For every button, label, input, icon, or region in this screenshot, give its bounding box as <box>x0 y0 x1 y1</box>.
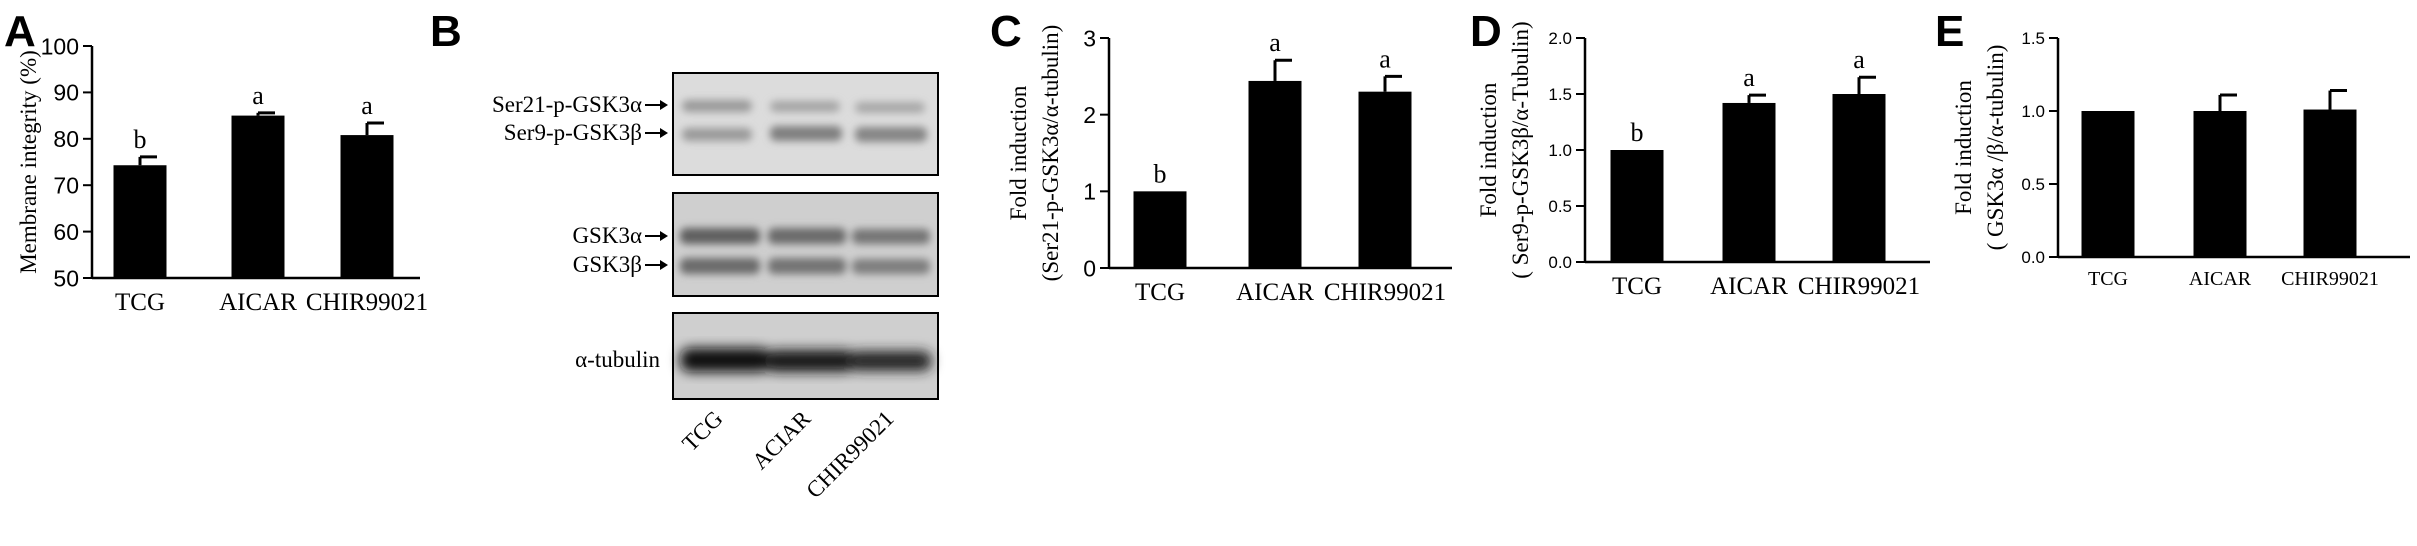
y-axis-label-line-c-1: (Ser21-p-GSK3α/α-tubulin) <box>1038 25 1063 282</box>
significance-label-c-2: a <box>1379 44 1391 73</box>
category-label-a-2: CHIR99021 <box>306 289 428 316</box>
category-label-c-2: CHIR99021 <box>1324 279 1446 306</box>
y-axis-label-line-a-0: Membrane integrity (%) <box>16 50 41 274</box>
blot-label-ser21: Ser21-p-GSK3α <box>492 92 668 117</box>
category-label-a-1: AICAR <box>219 289 297 316</box>
category-label-e-0: TCG <box>2088 268 2128 290</box>
y-tick-label-c-3: 3 <box>1083 25 1096 51</box>
panel-letter-d: D <box>1470 7 1502 56</box>
ser9-label: Ser9-p-GSK3β <box>504 120 642 145</box>
blot-label-gsk3a: GSK3α <box>572 223 668 248</box>
significance-label-a-0: b <box>134 125 147 154</box>
bar-a-2 <box>340 135 394 278</box>
y-axis-label-line-e-0: Fold induction <box>1951 80 1976 215</box>
bar-d-2 <box>1832 94 1886 262</box>
bar-e-2 <box>2303 109 2357 257</box>
gsk3b-label: GSK3β <box>573 252 642 277</box>
blot-label-ser9: Ser9-p-GSK3β <box>504 120 668 145</box>
category-label-e-1: AICAR <box>2189 268 2252 290</box>
y-axis-label-line-d-0: Fold induction <box>1476 82 1501 217</box>
lane-label-3: CHIR99021 <box>801 406 898 503</box>
bar-a-0 <box>113 165 167 278</box>
y-axis-label-e: Fold induction ( GSK3α /β/α-tubulin) <box>1951 45 2008 251</box>
y-axis-label-c: Fold induction (Ser21-p-GSK3α/α-tubulin) <box>1006 25 1063 282</box>
y-axis-label-line-c-0: Fold induction <box>1006 85 1031 220</box>
category-label-a-0: TCG <box>115 289 165 316</box>
y-axis-label-a: Membrane integrity (%) <box>16 50 41 274</box>
gsk3a-label: GSK3α <box>572 223 642 248</box>
chart-d: 0.0 0.5 1.0 1.5 2.0 Fold induction ( Ser9-p-GS… <box>1476 21 1930 300</box>
y-axis-label-line-d-1: ( Ser9-p-GSK3β/α-Tubulin) <box>1508 21 1533 278</box>
y-tick-label-a-4: 90 <box>53 80 79 106</box>
y-tick-label-e-0: 0.0 <box>2021 248 2045 267</box>
panel-letter-c: C <box>990 7 1022 56</box>
blot-tubulin <box>672 312 939 400</box>
significance-label-d-1: a <box>1743 63 1755 92</box>
panel-letter-e: E <box>1935 7 1964 56</box>
y-tick-label-d-2: 1.0 <box>1548 141 1572 160</box>
y-tick-label-e-3: 1.5 <box>2021 29 2045 48</box>
bar-e-1 <box>2193 111 2247 257</box>
y-tick-label-c-0: 0 <box>1083 255 1096 281</box>
y-axis-label-line-e-1: ( GSK3α /β/α-tubulin) <box>1983 45 2008 251</box>
y-tick-label-d-4: 2.0 <box>1548 29 1572 48</box>
blot-total <box>672 192 939 297</box>
category-label-d-1: AICAR <box>1710 273 1788 300</box>
y-tick-label-a-3: 80 <box>53 126 79 152</box>
y-tick-label-a-5: 100 <box>41 33 79 59</box>
bar-a-1 <box>231 115 285 278</box>
category-label-e-2: CHIR99021 <box>2281 268 2379 290</box>
tubulin-label: α-tubulin <box>575 347 660 372</box>
category-label-c-0: TCG <box>1135 279 1185 306</box>
category-label-d-0: TCG <box>1612 273 1662 300</box>
y-axis-label-d: Fold induction ( Ser9-p-GSK3β/α-Tubulin) <box>1476 21 1533 278</box>
category-label-c-1: AICAR <box>1236 279 1314 306</box>
y-tick-label-a-1: 60 <box>53 219 79 245</box>
chart-c: 0 1 2 3 Fold induction (Ser21-p-GSK3α/α-tubul… <box>1006 25 1452 306</box>
bar-e-0 <box>2081 111 2135 257</box>
bar-c-0 <box>1133 191 1187 268</box>
significance-label-a-1: a <box>252 81 264 110</box>
chart-e: 0.0 0.5 1.0 1.5 Fold induction ( GSK3α /β/α-t… <box>1951 29 2410 290</box>
y-tick-label-d-1: 0.5 <box>1548 197 1572 216</box>
bar-c-2 <box>1358 91 1412 269</box>
significance-label-d-2: a <box>1853 45 1865 74</box>
significance-label-c-1: a <box>1269 28 1281 57</box>
blot-phospho <box>672 72 939 176</box>
bar-c-1 <box>1248 80 1302 268</box>
panel-letter-a: A <box>4 7 36 56</box>
significance-label-c-0: b <box>1154 159 1167 188</box>
ser21-label: Ser21-p-GSK3α <box>492 92 642 117</box>
y-tick-label-d-0: 0.0 <box>1548 253 1572 272</box>
y-tick-label-a-0: 50 <box>53 265 79 291</box>
lane-label-1: TCG <box>677 406 727 456</box>
y-tick-label-c-1: 1 <box>1083 179 1096 205</box>
category-label-d-2: CHIR99021 <box>1798 273 1920 300</box>
bar-d-0 <box>1610 150 1664 262</box>
y-tick-label-e-2: 1.0 <box>2021 102 2045 121</box>
lane-label-2: ACIAR <box>747 405 816 474</box>
western-blot: Ser21-p-GSK3α Ser9-p-GSK3β GSK3α GSK3β α… <box>492 72 939 503</box>
panel-letter-b: B <box>430 7 462 56</box>
y-tick-label-a-2: 70 <box>53 172 79 198</box>
bar-d-1 <box>1722 102 1776 263</box>
blot-label-gsk3b: GSK3β <box>573 252 668 277</box>
significance-label-d-0: b <box>1631 118 1644 147</box>
y-tick-label-c-2: 2 <box>1083 102 1096 128</box>
y-tick-label-e-1: 0.5 <box>2021 175 2045 194</box>
significance-label-a-2: a <box>361 91 373 120</box>
y-tick-label-d-3: 1.5 <box>1548 85 1572 104</box>
